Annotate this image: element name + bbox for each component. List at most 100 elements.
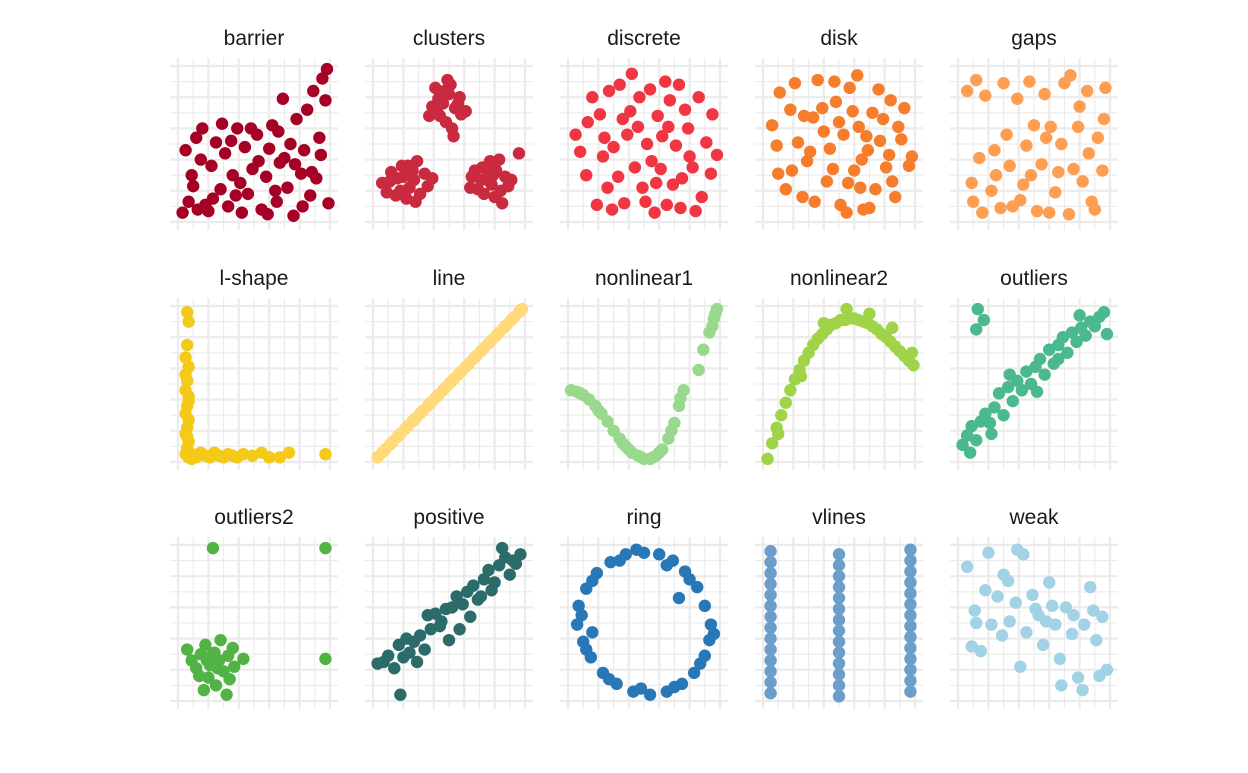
data-point	[666, 178, 680, 191]
data-point	[380, 186, 393, 199]
data-point	[1009, 596, 1022, 609]
data-point	[866, 106, 879, 120]
data-point	[985, 618, 998, 631]
data-point	[960, 84, 974, 98]
data-point	[663, 94, 677, 107]
data-point	[976, 206, 989, 219]
data-point	[689, 204, 702, 218]
data-point	[305, 165, 318, 179]
data-point	[176, 206, 189, 219]
data-point	[307, 84, 320, 98]
data-point	[496, 197, 509, 210]
data-point	[604, 555, 617, 569]
data-point	[765, 437, 779, 450]
data-point	[904, 674, 917, 687]
data-point	[284, 137, 297, 151]
data-point	[185, 169, 198, 182]
data-point	[837, 128, 850, 141]
data-point	[886, 321, 899, 335]
data-point	[904, 543, 917, 556]
data-point	[624, 105, 637, 118]
data-point	[904, 663, 917, 676]
data-point	[634, 682, 648, 695]
data-point	[252, 154, 265, 168]
data-point	[970, 616, 983, 630]
data-point	[294, 167, 308, 180]
data-point	[180, 338, 194, 352]
data-point	[904, 641, 917, 655]
data-point	[1029, 602, 1042, 616]
data-point	[674, 391, 687, 405]
data-point	[410, 154, 424, 168]
data-point	[764, 687, 777, 700]
data-point	[691, 580, 704, 594]
data-point	[770, 139, 783, 152]
data-point	[200, 654, 214, 667]
data-point	[319, 94, 332, 107]
data-point	[694, 657, 707, 670]
data-point	[209, 679, 223, 692]
data-point	[1020, 626, 1033, 639]
data-point	[1077, 618, 1091, 631]
data-point	[180, 430, 194, 444]
data-point	[215, 117, 229, 130]
data-point	[832, 624, 846, 637]
data-point	[904, 630, 917, 644]
data-point	[406, 164, 419, 177]
data-point	[1053, 652, 1067, 666]
data-point	[773, 86, 786, 99]
data-point	[273, 451, 287, 464]
data-point	[605, 203, 619, 216]
data-point	[672, 78, 686, 91]
data-point	[202, 204, 215, 218]
data-point	[772, 427, 785, 441]
data-point	[826, 162, 840, 176]
data-point	[464, 610, 477, 623]
data-point	[764, 643, 777, 656]
data-point	[873, 134, 887, 148]
data-point	[668, 680, 681, 694]
data-point	[1061, 346, 1074, 359]
data-point	[982, 546, 995, 559]
data-point	[828, 75, 841, 88]
data-point	[573, 145, 587, 158]
data-point	[692, 91, 705, 104]
panel-ring: ring	[560, 506, 728, 709]
data-point	[704, 167, 718, 180]
data-point	[902, 159, 916, 173]
data-point	[1003, 615, 1016, 628]
panel-grid	[365, 298, 533, 470]
data-point	[1026, 588, 1039, 602]
data-point	[179, 144, 192, 157]
panel-title: positive	[413, 506, 484, 529]
data-point	[238, 140, 252, 154]
data-point	[764, 632, 777, 645]
data-point	[968, 604, 981, 617]
data-point	[433, 619, 447, 633]
panel-title: weak	[1008, 506, 1059, 529]
data-point	[797, 109, 811, 123]
data-point	[477, 573, 491, 586]
data-point	[1052, 352, 1065, 366]
data-point	[852, 120, 865, 134]
data-point	[840, 302, 853, 316]
data-point	[220, 688, 233, 701]
data-point	[904, 685, 917, 698]
data-point	[179, 368, 192, 381]
data-point	[832, 657, 846, 670]
data-point	[263, 451, 276, 464]
data-point	[991, 590, 1004, 603]
data-point	[992, 387, 1006, 400]
data-point	[639, 195, 652, 208]
data-point	[586, 626, 599, 639]
data-point	[1084, 580, 1097, 594]
data-point	[988, 401, 1001, 414]
data-point	[602, 672, 616, 686]
data-point	[785, 164, 799, 177]
data-point	[779, 183, 792, 196]
data-point	[832, 559, 846, 572]
data-point	[904, 619, 917, 633]
data-point	[244, 122, 258, 135]
data-point	[869, 183, 882, 196]
data-point	[235, 206, 249, 219]
